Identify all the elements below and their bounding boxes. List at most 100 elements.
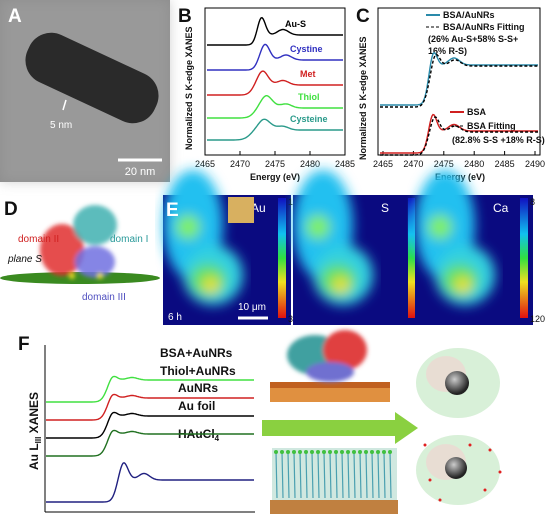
x-tick-label: 2485 [495, 159, 515, 169]
label: (26% Au-S+58% S-S+ [428, 34, 518, 44]
y-label: Au LIII XANES [27, 392, 43, 470]
shape [423, 443, 427, 447]
arrow [262, 412, 418, 444]
element-label: Au [251, 201, 266, 215]
head [382, 450, 386, 454]
shape [377, 7, 541, 156]
lipid [287, 451, 290, 499]
head [352, 450, 356, 454]
panel-e: 1203000Au12240S 8 120 Ca E 6 h 10 μm [163, 170, 545, 325]
shape [73, 205, 117, 245]
panel-c: C Normalized S K-edge XANES Energy (eV) … [356, 6, 545, 182]
label: XANES [27, 392, 41, 433]
lipid [347, 451, 350, 499]
shape [423, 443, 502, 502]
curve [207, 118, 343, 141]
label: Au foil [178, 399, 215, 413]
lipid [329, 451, 332, 499]
label: domain II [18, 234, 59, 245]
shape [204, 7, 346, 156]
curve [380, 53, 538, 108]
panel-label: E [166, 200, 179, 221]
element-label: Ca [493, 201, 509, 215]
lipid [389, 451, 392, 499]
time-label: 6 h [168, 312, 182, 323]
panel-f: F Au LIII XANES BSA+AuNRs Thiol+AuNRs Au… [18, 330, 502, 514]
plane [0, 272, 160, 284]
label: Normalized S K-edge XANES [184, 26, 194, 150]
map-blobs [163, 170, 243, 305]
lipid [323, 451, 326, 499]
head [358, 450, 362, 454]
map-blobs [415, 170, 495, 305]
illustration [262, 330, 502, 514]
head [304, 450, 308, 454]
label: Normalized S K-edge XANES [358, 36, 368, 160]
x-tick-label: 2485 [335, 159, 355, 169]
lipid [341, 451, 344, 499]
label: (82.8% S-S +18% R-S) [452, 135, 545, 145]
curve [46, 411, 254, 439]
lipid [305, 451, 308, 499]
colorbar [278, 198, 286, 318]
curve-label: Thiol [298, 92, 320, 102]
label: domain I [110, 234, 148, 245]
lipid [275, 451, 278, 499]
shape [272, 448, 397, 503]
lipid [359, 451, 362, 499]
curve [207, 43, 343, 71]
head [280, 450, 284, 454]
lipid [377, 451, 380, 499]
panel-d: D domain II domain I plane S domain III [0, 199, 160, 303]
panel-b: B Normalized S K-edge XANES Energy (eV) … [178, 6, 355, 182]
label: BSA/AuNRs [443, 10, 495, 20]
curve [380, 116, 538, 156]
shape [270, 500, 398, 514]
label: BSA [467, 107, 487, 117]
x-tick-label: 2475 [265, 159, 285, 169]
label: F [18, 334, 30, 355]
lipid [293, 451, 296, 499]
lipid [317, 451, 320, 499]
label: BSA/AuNRs Fitting [443, 22, 525, 32]
curve [207, 70, 343, 96]
shape [270, 382, 390, 388]
lipid [281, 451, 284, 499]
shape [75, 246, 115, 278]
colorbar-bottom: 120 [530, 314, 545, 324]
shape [40, 224, 84, 276]
label: BSA Fitting [467, 121, 516, 131]
x-tick-label: 2470 [403, 159, 423, 169]
element-map: 1203000Au [163, 170, 308, 325]
blob [333, 277, 349, 293]
curve [46, 462, 254, 503]
label: Energy (eV) [250, 172, 300, 182]
head [310, 450, 314, 454]
colorbar [408, 198, 416, 318]
blob [428, 215, 452, 239]
shape [488, 448, 492, 452]
label: 20 nm [125, 166, 156, 178]
label: 5 nm [50, 120, 72, 131]
shape [498, 470, 502, 474]
head [328, 450, 332, 454]
nanorod [25, 32, 159, 124]
curve [46, 375, 254, 403]
lipid [365, 451, 368, 499]
lipid [353, 451, 356, 499]
x-tick-label: 2465 [195, 159, 215, 169]
shape [445, 457, 467, 479]
curve [380, 51, 538, 106]
head [376, 450, 380, 454]
lipid [371, 451, 374, 499]
shape [62, 99, 67, 111]
head [340, 450, 344, 454]
shape [69, 273, 75, 279]
blob [306, 215, 330, 239]
curve [46, 429, 254, 457]
shape [438, 498, 442, 502]
label: D [4, 199, 18, 220]
x-tick-label: 2475 [434, 159, 454, 169]
